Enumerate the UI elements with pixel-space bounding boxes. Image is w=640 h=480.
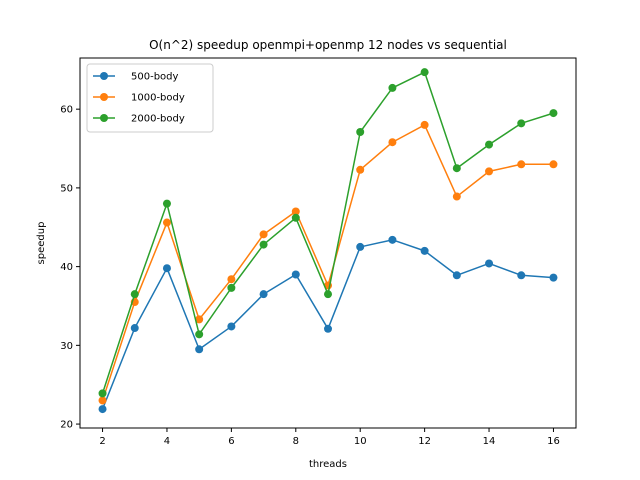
y-axis: 20 30 40 50 60 bbox=[60, 105, 80, 431]
data-point-500-body bbox=[98, 405, 107, 414]
x-axis-label: threads bbox=[309, 459, 347, 470]
data-point-500-body bbox=[517, 271, 526, 280]
y-tick-label: 60 bbox=[60, 105, 73, 116]
data-point-500-body bbox=[452, 271, 461, 280]
data-point-1000-body bbox=[517, 160, 526, 169]
legend-marker-2000-body bbox=[100, 114, 108, 122]
data-point-1000-body bbox=[259, 230, 268, 239]
data-point-1000-body bbox=[227, 275, 236, 284]
y-axis-label: speedup bbox=[36, 222, 47, 265]
data-point-500-body bbox=[549, 273, 558, 282]
data-point-500-body bbox=[195, 345, 204, 354]
x-tick-label: 2 bbox=[99, 436, 105, 447]
data-point-500-body bbox=[130, 324, 139, 333]
plot-frame bbox=[79, 57, 577, 429]
data-point-500-body bbox=[485, 259, 494, 268]
x-tick-label: 12 bbox=[418, 436, 431, 447]
data-point-2000-body bbox=[291, 213, 300, 222]
legend-label: 500-body bbox=[131, 72, 179, 83]
data-point-500-body bbox=[162, 264, 171, 273]
data-point-500-body bbox=[227, 322, 236, 331]
data-point-2000-body bbox=[130, 290, 139, 299]
y-tick-label: 30 bbox=[60, 341, 73, 352]
data-point-2000-body bbox=[420, 68, 429, 77]
x-tick-label: 6 bbox=[228, 436, 234, 447]
legend-marker-1000-body bbox=[100, 93, 108, 101]
data-point-500-body bbox=[259, 290, 268, 299]
data-point-2000-body bbox=[356, 128, 365, 136]
legend-marker-500-body bbox=[100, 72, 108, 80]
data-point-1000-body bbox=[291, 207, 300, 216]
data-point-1000-body bbox=[452, 192, 461, 201]
data-point-500-body bbox=[324, 324, 332, 333]
chart-title: O(n^2) speedup openmpi+openmp 12 nodes v… bbox=[149, 38, 507, 52]
data-point-1000-body bbox=[485, 167, 494, 176]
data-point-2000-body bbox=[485, 140, 494, 149]
y-tick-label: 40 bbox=[60, 262, 73, 273]
data-point-2000-body bbox=[259, 240, 268, 249]
legend-box bbox=[86, 63, 214, 133]
data-point-1000-body bbox=[420, 120, 429, 129]
x-tick-label: 8 bbox=[293, 436, 299, 447]
data-point-2000-body bbox=[162, 199, 171, 208]
x-tick-label: 10 bbox=[354, 436, 367, 447]
data-point-2000-body bbox=[324, 290, 332, 299]
data-point-2000-body bbox=[195, 330, 204, 339]
data-point-2000-body bbox=[98, 389, 107, 398]
data-point-1000-body bbox=[162, 218, 171, 227]
data-point-2000-body bbox=[517, 119, 526, 128]
data-point-1000-body bbox=[98, 396, 107, 405]
data-point-2000-body bbox=[388, 83, 397, 92]
data-point-500-body bbox=[420, 246, 429, 255]
data-point-500-body bbox=[356, 242, 365, 251]
y-tick-label: 20 bbox=[60, 420, 73, 431]
data-point-2000-body bbox=[452, 164, 461, 173]
data-point-2000-body bbox=[549, 109, 558, 118]
x-axis: 2 4 6 8 10 12 14 16 bbox=[99, 428, 560, 447]
data-point-500-body bbox=[291, 270, 300, 279]
data-point-1000-body bbox=[388, 138, 397, 147]
legend: 500-body 1000-body 2000-body bbox=[86, 63, 214, 133]
data-point-1000-body bbox=[195, 315, 204, 324]
data-point-500-body bbox=[388, 235, 397, 244]
legend-label: 1000-body bbox=[131, 93, 185, 104]
legend-label: 2000-body bbox=[131, 114, 185, 125]
x-tick-label: 16 bbox=[547, 436, 560, 447]
x-tick-label: 14 bbox=[483, 436, 496, 447]
series-layer bbox=[98, 68, 558, 414]
data-point-1000-body bbox=[549, 160, 558, 169]
x-tick-label: 4 bbox=[164, 436, 170, 447]
data-point-1000-body bbox=[356, 165, 365, 174]
data-point-2000-body bbox=[227, 283, 236, 292]
y-tick-label: 50 bbox=[60, 183, 73, 194]
